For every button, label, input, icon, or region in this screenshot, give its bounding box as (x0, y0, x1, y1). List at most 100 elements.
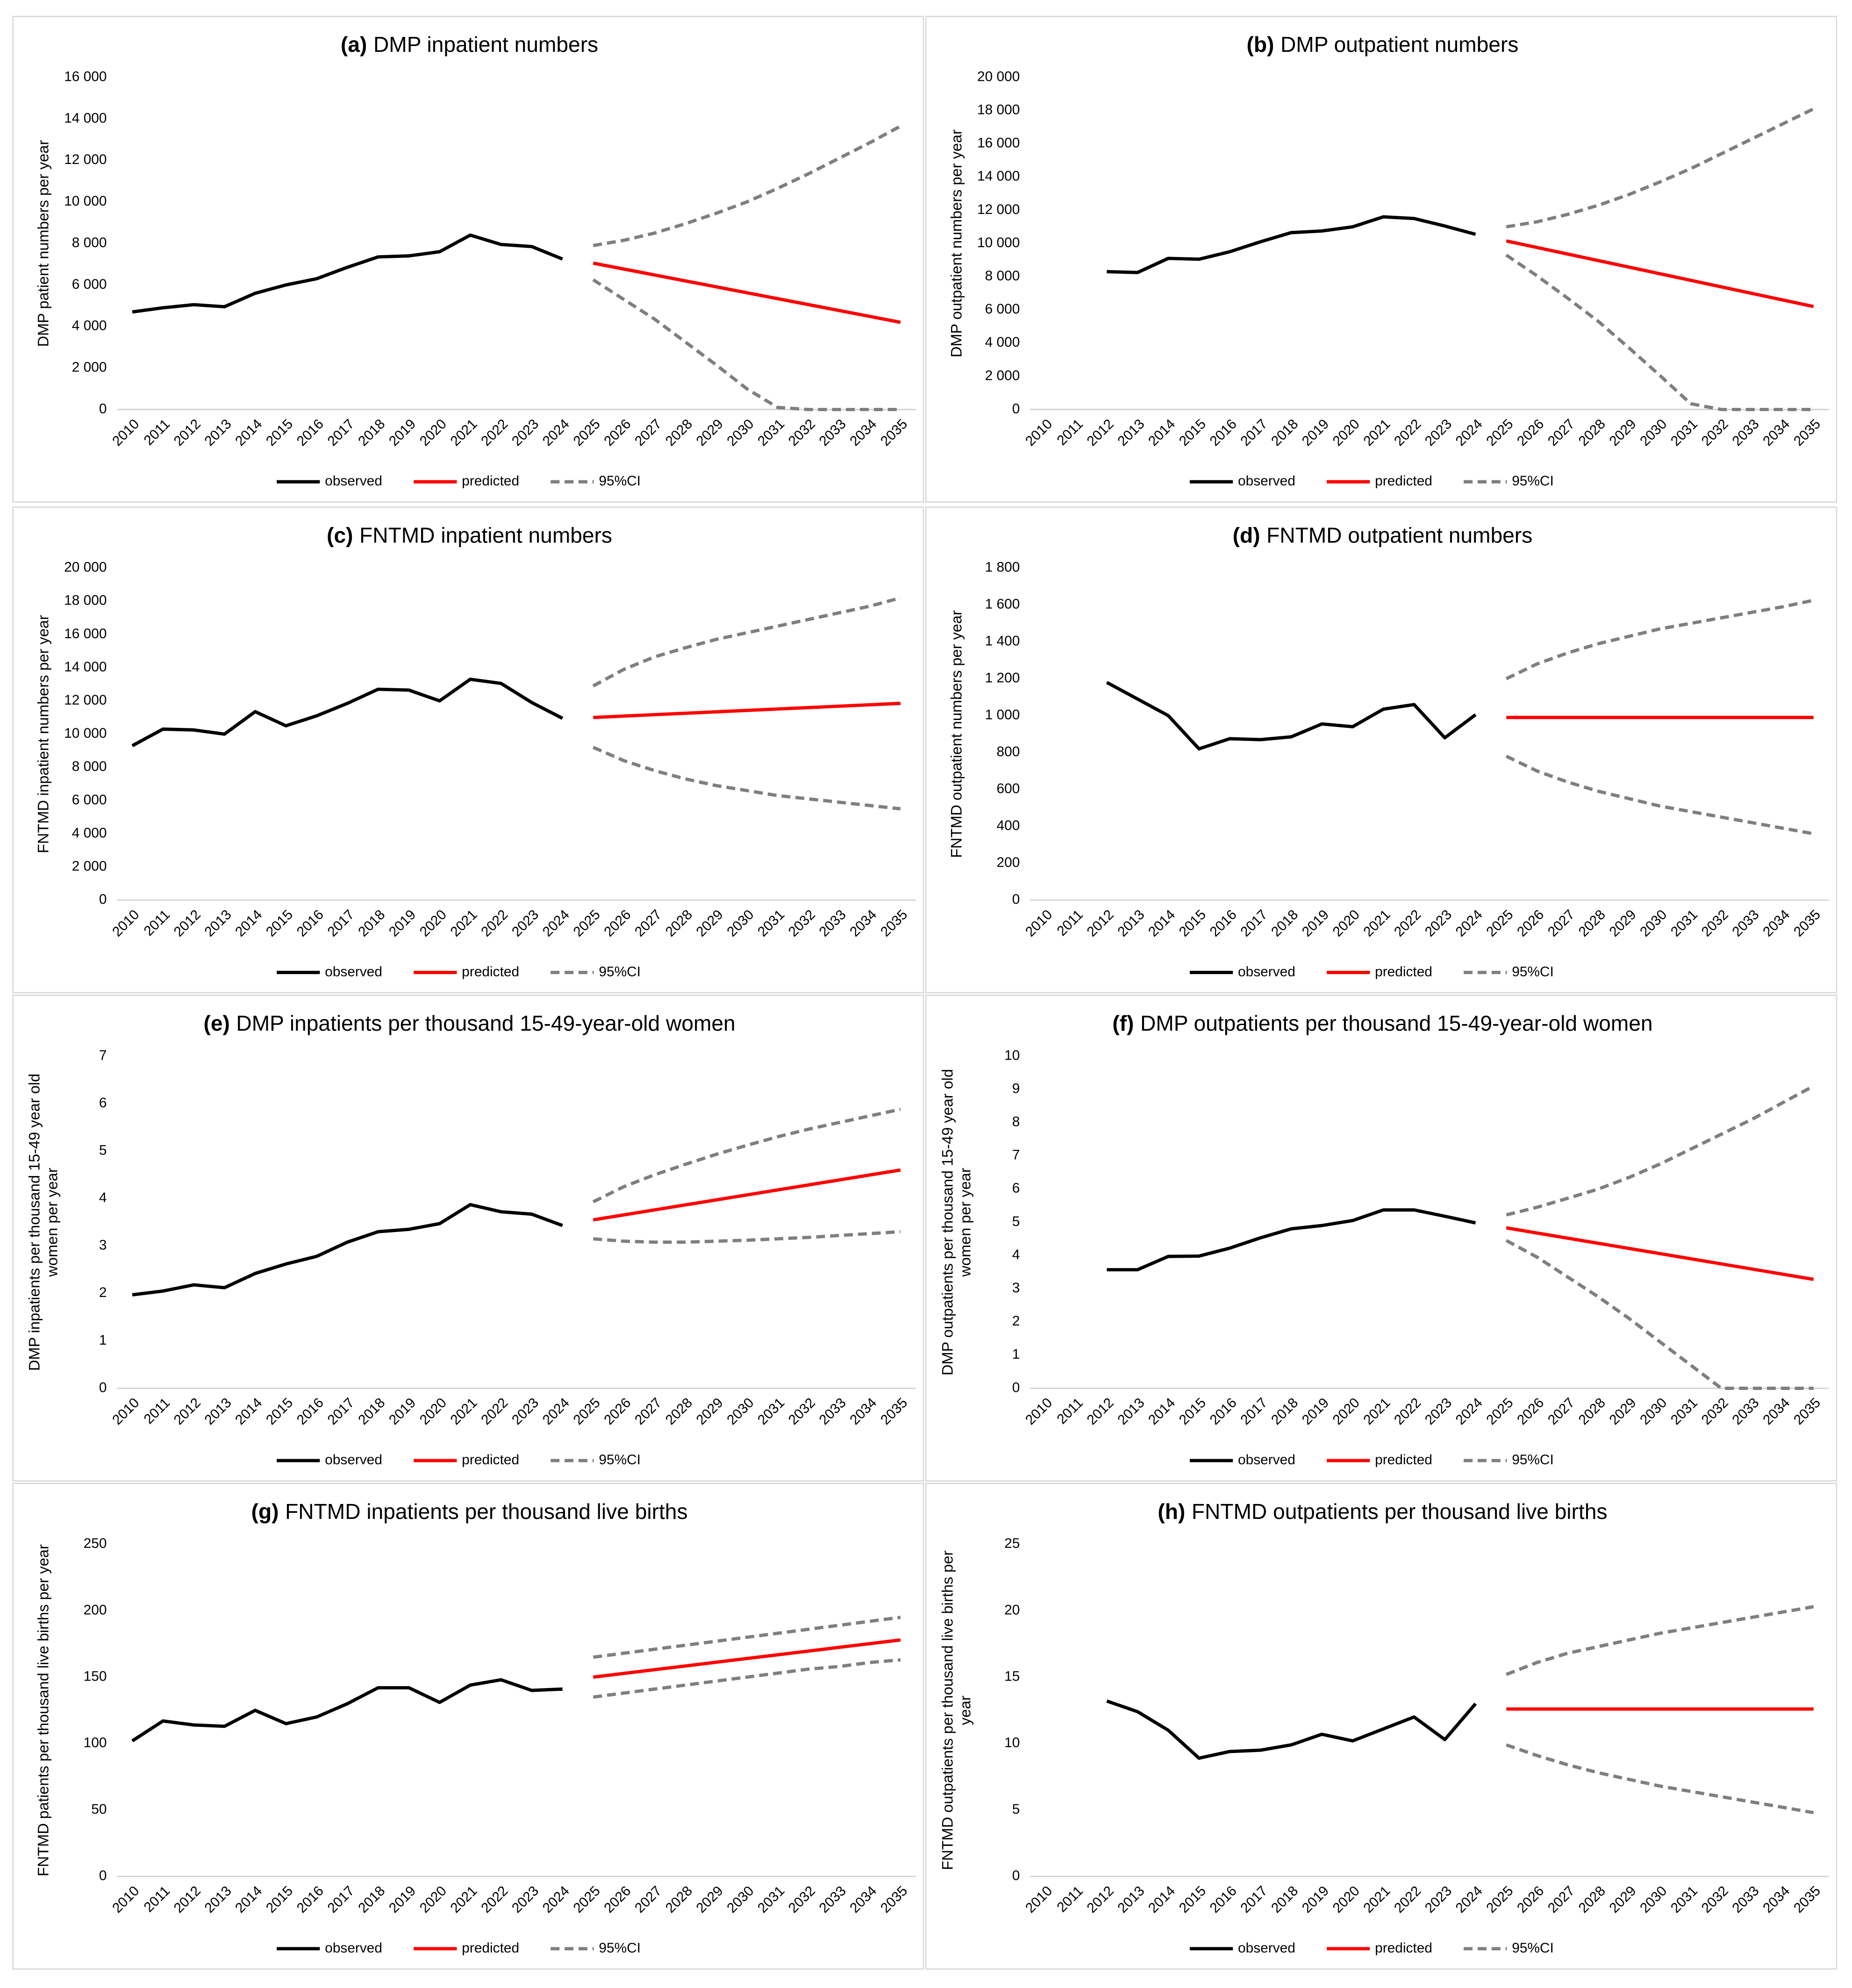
y-tick-label: 10 (1004, 1735, 1020, 1751)
y-tick-label: 800 (997, 744, 1020, 760)
y-tick-label: 10 000 (64, 193, 107, 209)
y-tick-label: 0 (99, 892, 107, 907)
legend-label: observed (325, 964, 382, 979)
chart-title: (c) FNTMD inpatient numbers (327, 523, 612, 547)
y-axis-label: DMP patient numbers per year (35, 140, 52, 347)
y-tick-label: 10 000 (977, 235, 1020, 250)
title-text: FNTMD outpatient numbers (1266, 523, 1532, 547)
panel-label: (f) (1112, 1011, 1134, 1035)
chart-panel: (f) DMP outpatients per thousand 15-49-ye… (925, 994, 1838, 1482)
series-line (1506, 1084, 1815, 1217)
title-text: DMP inpatients per thousand 15-49-year-o… (236, 1011, 735, 1035)
y-tick-label: 0 (1012, 1380, 1020, 1395)
y-axis-label: DMP outpatient numbers per year (948, 129, 965, 357)
legend-label: observed (325, 1940, 382, 1956)
panel-border (12, 994, 924, 1482)
series-line (592, 596, 901, 688)
panel-label: (a) (341, 32, 367, 57)
series-line (131, 1678, 563, 1743)
legend-label: observed (325, 1452, 382, 1468)
y-tick-label: 0 (1012, 401, 1020, 416)
y-tick-label: 100 (84, 1735, 107, 1751)
legend-label: 95%CI (1512, 1940, 1554, 1956)
legend-label: predicted (462, 964, 519, 979)
series-line (1506, 1226, 1814, 1281)
y-tick-label: 12 000 (977, 202, 1020, 217)
y-tick-label: 12 000 (64, 152, 107, 167)
series-line (593, 1616, 901, 1659)
y-tick-label: 600 (997, 781, 1020, 797)
series-line (592, 278, 901, 412)
chart-panel: (g) FNTMD inpatients per thousand live bi… (12, 1482, 924, 1970)
y-axis-label: FNTMD outpatients per thousand live birt… (939, 1551, 956, 1870)
y-axis-label: DMP inpatients per thousand 15-49 year o… (26, 1074, 43, 1371)
legend-label: observed (1238, 473, 1295, 489)
y-axis-label: women per year (957, 1168, 973, 1277)
panel-label: (d) (1233, 523, 1260, 547)
y-tick-label: 4 (1012, 1247, 1020, 1262)
panel-label: (h) (1158, 1499, 1185, 1524)
series-line (1107, 215, 1476, 274)
y-tick-label: 0 (99, 1380, 107, 1395)
y-tick-label: 1 600 (985, 597, 1020, 612)
chart-title: (e) DMP inpatients per thousand 15-49-yea… (203, 1011, 735, 1035)
panel-border (925, 1482, 1838, 1970)
y-tick-label: 0 (1012, 1868, 1020, 1883)
y-tick-label: 200 (997, 855, 1020, 870)
chart-title: (h) FNTMD outpatients per thousand live b… (1158, 1499, 1607, 1524)
panel-border (925, 994, 1838, 1482)
y-tick-label: 2 000 (72, 360, 107, 375)
y-tick-label: 15 (1004, 1669, 1020, 1684)
panel-label: (g) (251, 1499, 279, 1524)
series-line (593, 1168, 901, 1222)
legend-label: predicted (1375, 473, 1432, 489)
y-tick-label: 2 000 (985, 368, 1020, 383)
y-tick-label: 16 000 (977, 135, 1020, 151)
title-text: FNTMD inpatients per thousand live birth… (285, 1499, 687, 1524)
series-line (132, 1203, 563, 1297)
series-line (593, 1658, 901, 1699)
series-line (592, 746, 901, 811)
y-tick-label: 1 200 (985, 670, 1020, 686)
y-tick-label: 9 (1012, 1081, 1020, 1096)
series-line (592, 1107, 901, 1204)
y-tick-label: 14 000 (64, 110, 107, 126)
series-line (1506, 239, 1814, 308)
chart-panel: (e) DMP inpatients per thousand 15-49-yea… (12, 994, 924, 1482)
panel-border (925, 15, 1838, 503)
legend-label: predicted (462, 1452, 519, 1468)
y-tick-label: 50 (91, 1802, 107, 1817)
y-axis-label: FNTMD outpatient numbers per year (948, 610, 965, 858)
y-tick-label: 0 (99, 1868, 107, 1883)
y-tick-label: 1 400 (985, 634, 1020, 649)
y-tick-label: 14 000 (977, 169, 1020, 184)
chart-panel: (a) DMP inpatient numbers DMP patient numb… (12, 15, 924, 503)
y-tick-label: 20 (1004, 1602, 1020, 1617)
title-text: FNTMD inpatient numbers (359, 523, 612, 547)
legend-label: observed (1238, 1940, 1295, 1956)
y-tick-label: 250 (84, 1536, 107, 1551)
panel-label: (c) (327, 523, 353, 547)
y-tick-label: 10 (1004, 1047, 1020, 1063)
y-tick-label: 4 000 (72, 318, 107, 334)
y-tick-label: 6 000 (72, 792, 107, 807)
chart-title: (d) FNTMD outpatient numbers (1233, 523, 1533, 547)
legend-label: 95%CI (1512, 1452, 1554, 1468)
series-line (593, 124, 901, 247)
y-tick-label: 8 (1012, 1114, 1020, 1130)
series-line (1505, 599, 1814, 680)
chart-title: (a) DMP inpatient numbers (341, 32, 598, 57)
y-tick-label: 12 000 (64, 692, 107, 708)
y-axis-label: women per year (44, 1168, 61, 1277)
series-line (1107, 1208, 1476, 1272)
y-tick-label: 6 000 (985, 301, 1020, 317)
y-tick-label: 5 (99, 1142, 107, 1158)
y-axis-label: year (957, 1696, 973, 1725)
y-tick-label: 4 000 (985, 335, 1020, 350)
y-axis-label: DMP outpatients per thousand 15-49 year … (939, 1069, 956, 1375)
panel-border (12, 1482, 924, 1970)
y-tick-label: 5 (1012, 1802, 1020, 1817)
